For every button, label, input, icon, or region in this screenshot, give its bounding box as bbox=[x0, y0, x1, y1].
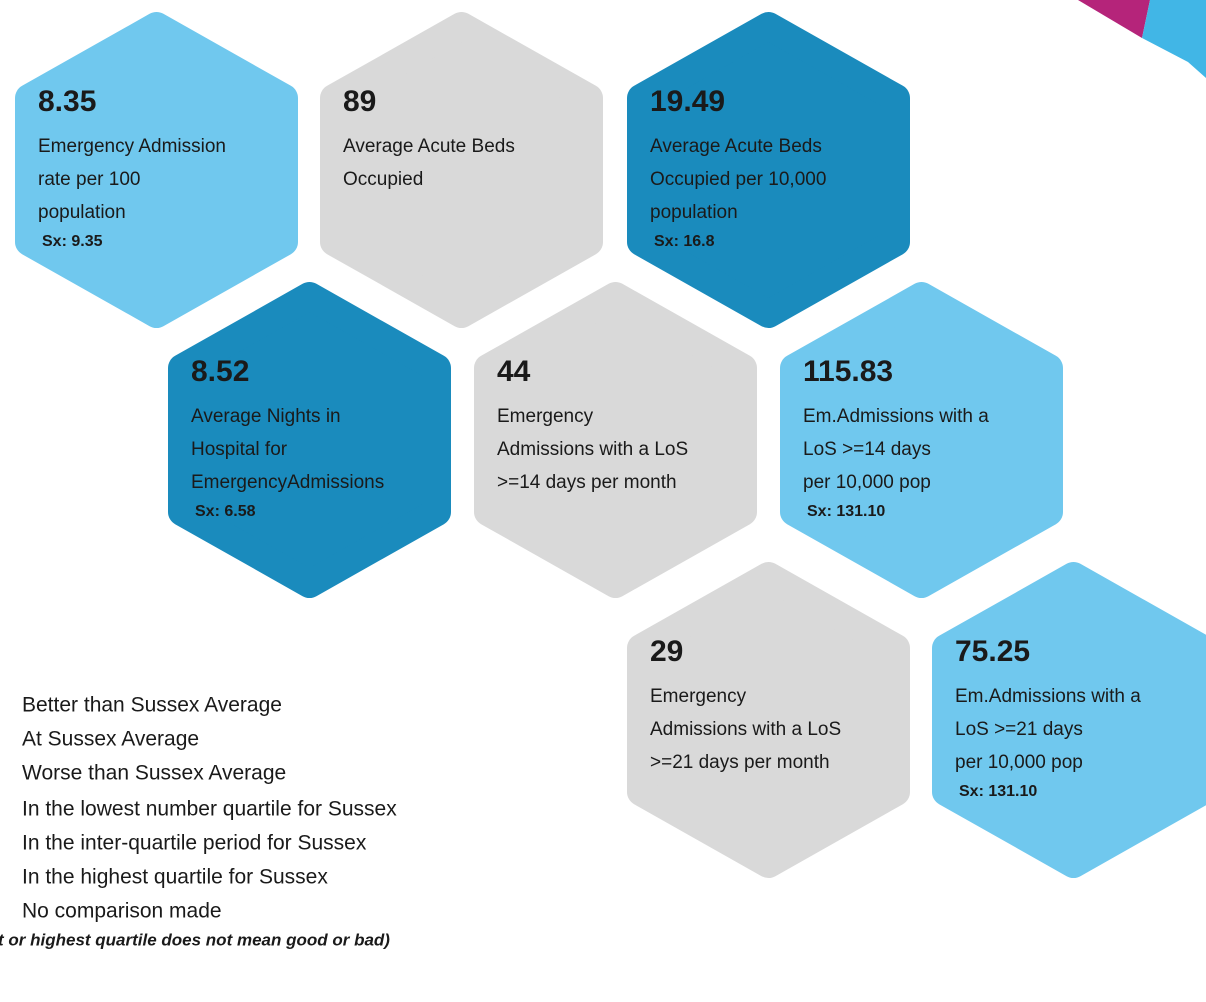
tile-label: Admissions with a LoS bbox=[650, 719, 841, 740]
tile-sussex: Sx: 6.58 bbox=[195, 503, 256, 520]
tile-label: >=21 days per month bbox=[650, 752, 830, 773]
tile-label: EmergencyAdmissions bbox=[191, 472, 384, 493]
legend-item: Worse than Sussex Average bbox=[22, 762, 286, 785]
tile-sussex: Sx: 131.10 bbox=[959, 783, 1037, 800]
tile-label: per 10,000 pop bbox=[803, 472, 931, 493]
tile-label: Em.Admissions with a bbox=[955, 686, 1141, 707]
legend-item: In the highest quartile for Sussex bbox=[22, 866, 328, 889]
tile-sussex: Sx: 9.35 bbox=[42, 233, 103, 250]
tile-sussex: Sx: 131.10 bbox=[807, 503, 885, 520]
corner-decoration bbox=[1142, 0, 1206, 78]
tile-sussex: Sx: 16.8 bbox=[654, 233, 715, 250]
tile-value: 115.83 bbox=[803, 355, 893, 388]
tile-label: Admissions with a LoS bbox=[497, 439, 688, 460]
tile-label: Occupied per 10,000 bbox=[650, 169, 826, 190]
legend-item: In the lowest number quartile for Sussex bbox=[22, 798, 397, 821]
tile-label: Emergency bbox=[497, 406, 594, 427]
legend-item: At Sussex Average bbox=[22, 728, 199, 751]
tile-label: Emergency bbox=[650, 686, 747, 707]
tile-label: >=14 days per month bbox=[497, 472, 677, 493]
hexagon bbox=[627, 12, 910, 328]
hexagon bbox=[320, 12, 603, 328]
tile-value: 44 bbox=[497, 355, 531, 388]
tile-label: Average Acute Beds bbox=[650, 136, 822, 157]
tile-label: Average Nights in bbox=[191, 406, 341, 427]
tile-value: 19.49 bbox=[650, 85, 725, 118]
legend-item: No comparison made bbox=[22, 900, 222, 923]
tile-value: 89 bbox=[343, 85, 376, 118]
hexagon bbox=[15, 12, 298, 328]
tile-label: Emergency Admission bbox=[38, 136, 226, 157]
tile-label: rate per 100 bbox=[38, 169, 140, 190]
legend-item: In the inter-quartile period for Sussex bbox=[22, 832, 367, 855]
tile-label: Hospital for bbox=[191, 439, 288, 460]
legend-note: t or highest quartile does not mean good… bbox=[0, 930, 390, 949]
corner-decoration bbox=[1078, 0, 1150, 38]
tile-label: Average Acute Beds bbox=[343, 136, 515, 157]
tile-value: 8.35 bbox=[38, 85, 96, 118]
hexagon bbox=[932, 562, 1206, 878]
tile-label: Em.Admissions with a bbox=[803, 406, 989, 427]
tile-value: 75.25 bbox=[955, 635, 1030, 668]
hexagon bbox=[168, 282, 451, 598]
hexagon bbox=[627, 562, 910, 878]
tile-label: Occupied bbox=[343, 169, 423, 190]
tile-label: per 10,000 pop bbox=[955, 752, 1083, 773]
hexagon bbox=[780, 282, 1063, 598]
hexagon bbox=[474, 282, 757, 598]
tile-label: population bbox=[650, 202, 738, 223]
tile-value: 8.52 bbox=[191, 355, 249, 388]
tile-value: 29 bbox=[650, 635, 683, 668]
tile-label: population bbox=[38, 202, 126, 223]
tile-label: LoS >=14 days bbox=[803, 439, 931, 460]
tile-label: LoS >=21 days bbox=[955, 719, 1083, 740]
legend-item: Better than Sussex Average bbox=[22, 694, 282, 717]
